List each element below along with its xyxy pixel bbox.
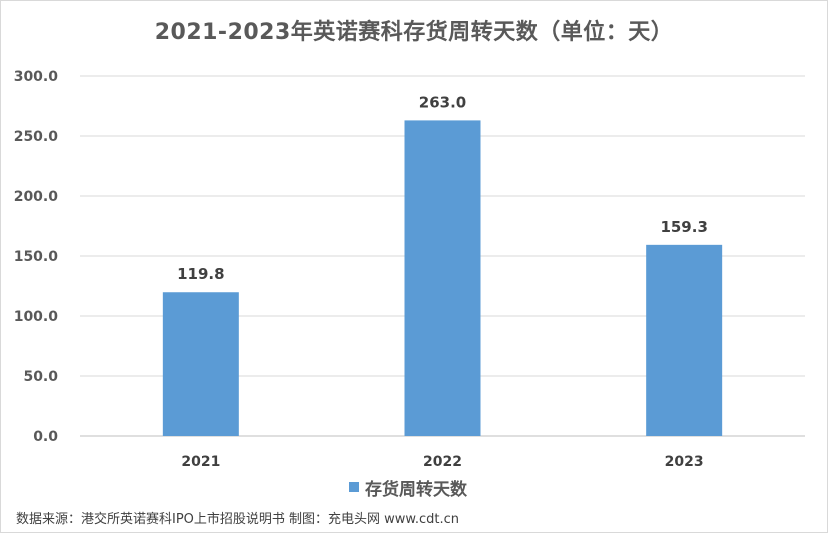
y-tick-label: 50.0 [23,369,58,385]
bar [404,120,481,437]
data-label: 263.0 [419,93,466,111]
legend-swatch [349,482,359,492]
x-tick-label: 2021 [181,454,220,470]
x-tick-label: 2023 [665,454,704,470]
bar [162,292,239,436]
y-tick-label: 150.0 [14,249,59,265]
y-tick-label: 100.0 [14,309,59,325]
y-tick-label: 0.0 [33,429,58,445]
y-tick-label: 200.0 [14,189,59,205]
data-label: 119.8 [177,265,224,283]
chart-title: 2021-2023年英诺赛科存货周转天数（单位：天） [154,20,674,45]
source-note: 数据来源：港交所英诺赛科IPO上市招股说明书 制图：充电头网 www.cdt.c… [16,512,460,527]
x-tick-label: 2022 [423,454,462,470]
y-tick-label: 300.0 [14,69,59,85]
y-tick-label: 250.0 [14,129,59,145]
legend-label: 存货周转天数 [365,479,467,500]
bar [646,244,723,436]
legend: 存货周转天数 [349,476,467,500]
data-label: 159.3 [660,218,707,236]
